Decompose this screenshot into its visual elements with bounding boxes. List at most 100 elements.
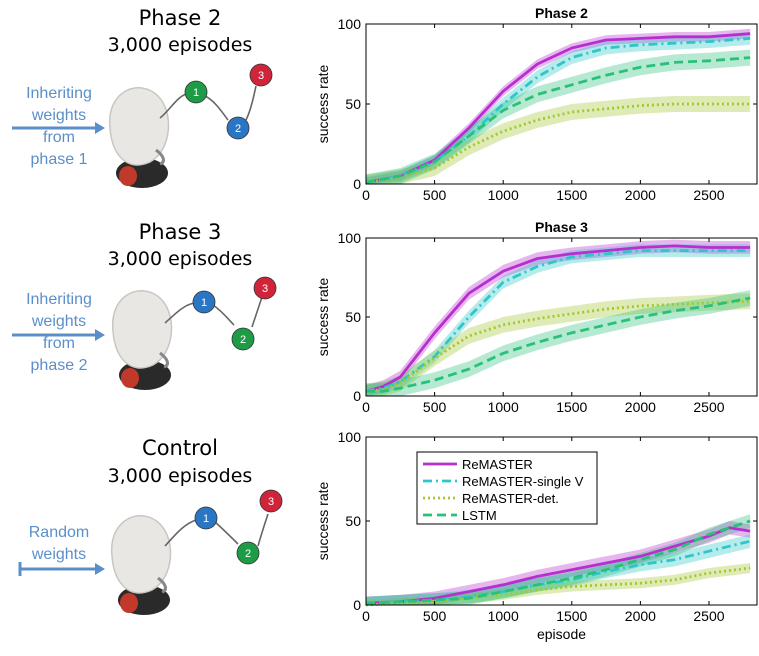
x-tick-label: 2500 [693,608,724,624]
svg-text:2: 2 [245,548,251,560]
path-icon [164,513,269,547]
x-tick-label: 2000 [625,399,656,415]
x-tick-label: 500 [423,608,447,624]
x-tick-label: 2000 [625,608,656,624]
series-line-lstm [365,56,751,184]
robot-icon [112,290,173,390]
y-axis-label: success rate [315,277,331,356]
x-tick-label: 2000 [625,187,656,203]
robot-icon [109,87,170,188]
y-tick-label: 100 [338,16,362,32]
series-line-remaster_single_v [365,37,751,184]
left-panel-phase-2: Phase 2 3,000 episodes Inheriting weight… [0,0,320,215]
legend-label: ReMASTER [462,457,533,472]
transfer-line: Inheriting [26,291,92,308]
chart-panel-2: 0 500 1000 1500 2000 2500 0 50 100 Phase 3 success… [315,219,758,415]
y-tick-label: 50 [345,513,361,529]
x-tick-label: 1000 [488,608,519,624]
transfer-line: from [43,335,75,352]
svg-text:1: 1 [193,87,199,99]
transfer-line: Random [28,524,90,541]
legend-label: LSTM [462,508,497,523]
x-tick-label: 0 [362,187,370,203]
series-band [366,239,751,396]
series-line-remaster_det [365,566,751,607]
y-tick-label: 50 [345,309,361,325]
transfer-label: Inheriting weights from phase 2 [0,289,118,377]
left-panel-control: Control 3,000 episodes Random weights 1 [0,430,320,645]
transfer-arrow-icon [12,122,105,134]
series-band [366,290,751,396]
panel-subtitle: 3,000 episodes [107,34,253,56]
x-tick-label: 1500 [556,608,587,624]
transfer-line: weights [31,107,87,124]
node-2-icon: 2 [231,327,255,351]
x-tick-label: 1000 [488,399,519,415]
panel-title: Phase 3 [138,220,222,244]
transfer-line: phase 2 [30,357,88,374]
series-line-remaster [365,526,751,605]
panel-title: Control [142,436,218,460]
x-axis-label: episode [537,626,586,642]
transfer-line: weights [31,546,87,563]
x-tick-label: 2500 [693,399,724,415]
y-tick-label: 100 [338,230,362,246]
svg-text:2: 2 [235,123,241,135]
series-line-remaster [365,32,751,184]
series-line-remaster_single_v [365,249,751,393]
series-band [366,32,751,184]
y-tick-label: 0 [353,597,361,613]
y-axis-label: success rate [315,64,331,143]
transfer-line: Inheriting [26,85,92,102]
series-line-lstm [365,519,751,605]
node-1-icon: 1 [194,506,218,530]
svg-text:1: 1 [203,513,209,525]
svg-text:2: 2 [240,334,246,346]
panel-subtitle: 3,000 episodes [107,248,253,270]
series-band [366,534,751,605]
robot-scene: 1 2 3 [12,63,273,188]
node-1-icon: 1 [192,290,216,314]
panel-subtitle: 3,000 episodes [107,465,253,487]
legend: ReMASTER ReMASTER-single V ReMASTER-det. LS… [416,451,598,525]
series-band [366,514,751,605]
transfer-label: Inheriting weights from phase 1 [0,83,118,171]
svg-text:1: 1 [201,297,207,309]
y-tick-label: 50 [345,96,361,112]
chart-panel-3: 0 500 1000 1500 2000 2500 0 50 100 success rate ep… [315,429,758,642]
transfer-line: from [43,129,75,146]
panel-title: Phase 2 [138,6,222,30]
node-3-icon: 3 [249,63,273,87]
node-1-icon: 1 [184,80,208,104]
robot-icon [111,515,172,615]
x-tick-label: 1500 [556,187,587,203]
transfer-line: phase 1 [30,151,88,168]
x-tick-label: 500 [423,399,447,415]
x-tick-label: 1000 [488,187,519,203]
series-line-lstm [366,296,751,393]
y-tick-label: 0 [353,388,361,404]
svg-text:3: 3 [258,70,264,82]
series-line-remaster_det [365,102,751,184]
chart-title: Phase 2 [535,5,588,21]
series-line-remaster_det [365,299,751,393]
y-tick-label: 0 [353,176,361,192]
y-tick-label: 100 [338,429,362,445]
x-tick-label: 1500 [556,399,587,415]
node-3-icon: 3 [259,489,283,513]
node-2-icon: 2 [236,541,260,565]
series-line-remaster [365,244,751,393]
chart-panel-1: 0 500 1000 1500 2000 2500 0 50 100 Phase 2 success… [315,5,758,203]
legend-label: ReMASTER-single V [462,474,584,489]
node-3-icon: 3 [253,276,277,300]
legend-label: ReMASTER-det. [462,491,559,506]
x-tick-label: 500 [423,187,447,203]
path-icon [159,85,257,121]
svg-text:3: 3 [268,496,274,508]
left-panel-phase-3: Phase 3 3,000 episodes Inheriting weight… [0,215,320,430]
series-band [366,49,751,184]
series-band [366,521,751,605]
robot-scene: 1 2 3 [12,276,277,390]
x-tick-label: 2500 [693,187,724,203]
transfer-label: Random weights [0,522,118,566]
